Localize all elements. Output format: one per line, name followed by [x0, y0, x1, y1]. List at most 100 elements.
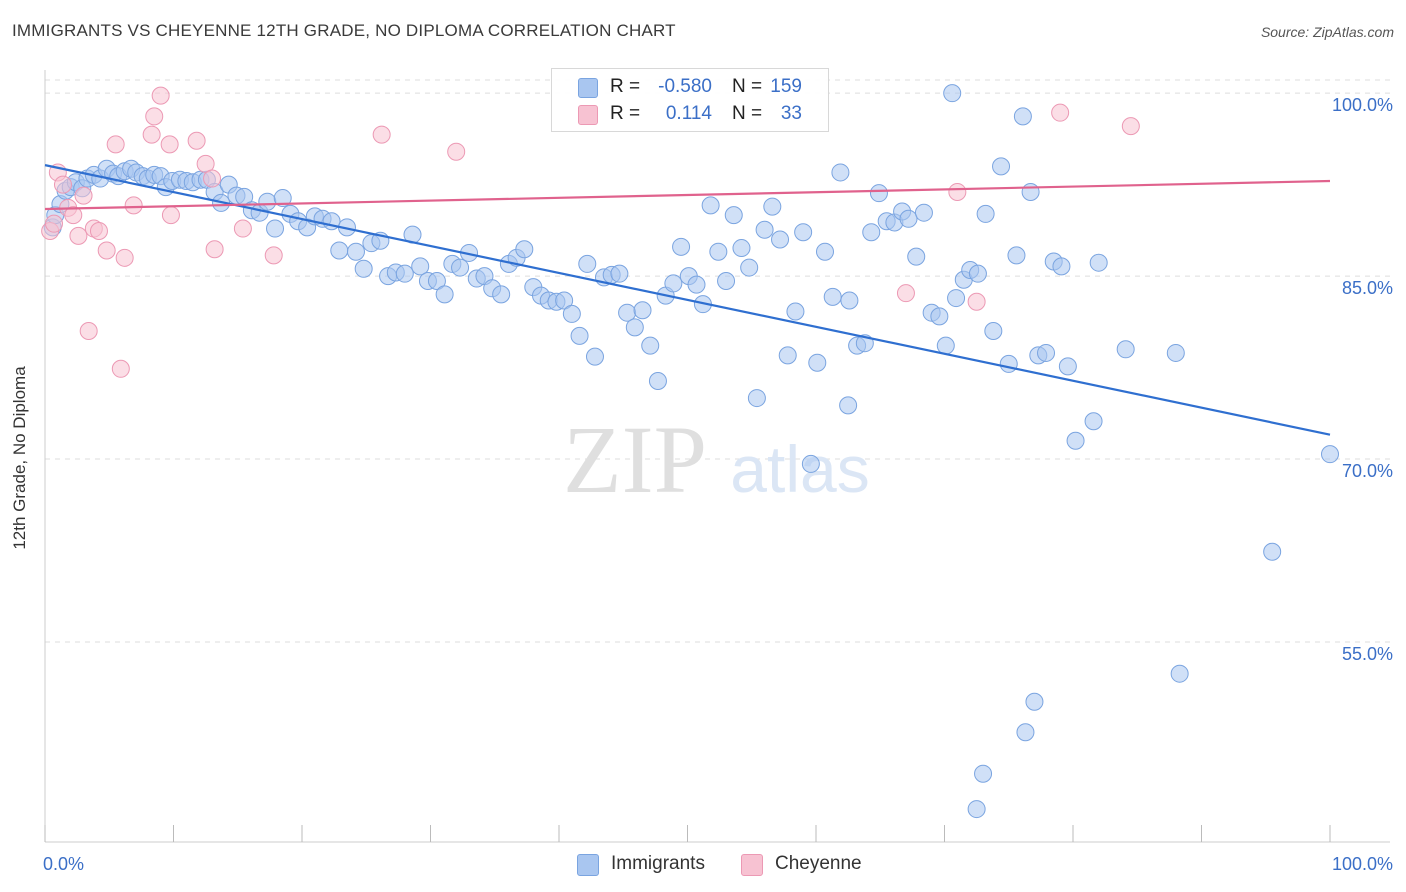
r-label: R =: [610, 76, 641, 97]
cheyenne-point: [106, 135, 125, 154]
immigrants-point: [395, 264, 414, 283]
immigrants-point: [823, 287, 842, 306]
legend-label: Immigrants: [611, 853, 705, 874]
immigrants-point: [763, 197, 782, 216]
cheyenne-point: [161, 206, 180, 225]
immigrants-point: [555, 291, 574, 310]
cheyenne-trend-line: [44, 179, 1331, 211]
cheyenne-point: [187, 131, 206, 150]
cheyenne-point: [1051, 103, 1070, 122]
series-legend: Immigrants Cheyenne: [0, 852, 1406, 878]
immigrants-point: [899, 209, 918, 228]
immigrants-point: [451, 258, 470, 277]
y-axis-label: 12th Grade, No Diploma: [10, 366, 29, 550]
immigrants-point: [840, 291, 859, 310]
immigrants-point: [354, 259, 373, 278]
immigrants-point: [701, 196, 720, 215]
cheyenne-point: [111, 359, 130, 378]
immigrants-point: [633, 301, 652, 320]
immigrants-point: [976, 204, 995, 223]
immigrants-point: [740, 258, 759, 277]
immigrants-point: [258, 192, 277, 211]
legend-row-cheyenne: R = 0.114 N = 33: [552, 100, 828, 128]
legend-row-immigrants: R = -0.580 N = 159: [552, 73, 828, 101]
immigrants-point: [585, 347, 604, 366]
immigrants-point: [862, 223, 881, 242]
cheyenne-point: [372, 125, 391, 144]
x-tick-label: 100.0%: [1332, 854, 1393, 874]
cheyenne-point: [69, 226, 88, 245]
immigrants-point: [641, 336, 660, 355]
immigrants-point: [1025, 692, 1044, 711]
y-tick-label: 55.0%: [1342, 644, 1393, 664]
cheyenne-point: [89, 221, 108, 240]
immigrants-point: [411, 257, 430, 276]
immigrants-point: [1007, 246, 1026, 265]
immigrants-point: [1052, 257, 1071, 276]
immigrants-point: [1016, 723, 1035, 742]
immigrants-point: [1021, 182, 1040, 201]
immigrants-point: [570, 326, 589, 345]
cheyenne-point: [44, 214, 63, 233]
immigrants-point: [786, 302, 805, 321]
r-value: 0.114: [665, 103, 712, 124]
cheyenne-point: [160, 135, 179, 154]
immigrants-point: [1170, 664, 1189, 683]
immigrants-point: [330, 241, 349, 260]
immigrants-point: [967, 800, 986, 819]
immigrants-point: [427, 271, 446, 290]
cheyenne-point: [151, 86, 170, 105]
cheyenne-swatch: [578, 105, 598, 125]
immigrants-point: [936, 336, 955, 355]
immigrants-point: [625, 318, 644, 337]
r-label: R =: [610, 103, 641, 124]
immigrants-point: [1013, 107, 1032, 126]
cheyenne-point: [205, 240, 224, 259]
immigrants-point: [984, 321, 1003, 340]
watermark-atlas: atlas: [730, 432, 869, 506]
cheyenne-point: [203, 169, 222, 188]
x-tick-label: 0.0%: [43, 854, 84, 874]
immigrants-point: [648, 371, 667, 390]
immigrants-point: [1263, 542, 1282, 561]
immigrants-point: [435, 285, 454, 304]
cheyenne-point: [896, 284, 915, 303]
chart-title: IMMIGRANTS VS CHEYENNE 12TH GRADE, NO DI…: [12, 21, 676, 40]
immigrants-point: [747, 389, 766, 408]
cheyenne-point: [53, 175, 72, 194]
immigrants-point: [664, 274, 683, 293]
n-value: 159: [770, 76, 802, 97]
immigrants-point: [1166, 343, 1185, 362]
cheyenne-point: [233, 219, 252, 238]
immigrants-swatch: [578, 78, 598, 98]
immigrants-point: [709, 242, 728, 261]
immigrants-point: [1084, 412, 1103, 431]
cheyenne-point: [124, 196, 143, 215]
cheyenne-points: [41, 86, 1140, 378]
immigrants-point: [999, 354, 1018, 373]
immigrants-point: [930, 307, 949, 326]
immigrants-point: [907, 247, 926, 266]
cheyenne-point: [447, 142, 466, 161]
immigrants-point: [266, 219, 285, 238]
immigrants-point: [808, 353, 827, 372]
immigrants-point: [1058, 357, 1077, 376]
immigrants-point: [755, 220, 774, 239]
cheyenne-swatch: [741, 854, 763, 876]
immigrants-point: [914, 203, 933, 222]
stats-legend: R = -0.580 N = 159 R = 0.114 N = 33: [551, 68, 829, 132]
cheyenne-point: [145, 107, 164, 126]
legend-label: Cheyenne: [775, 853, 862, 874]
immigrants-point: [869, 184, 888, 203]
cheyenne-point: [948, 182, 967, 201]
tick-labels: 55.0% 70.0% 85.0% 100.0% 0.0% 100.0%: [43, 95, 1393, 874]
cheyenne-point: [74, 186, 93, 205]
immigrants-point: [815, 242, 834, 261]
immigrants-point: [974, 764, 993, 783]
y-tick-label: 100.0%: [1332, 95, 1393, 115]
immigrants-point: [1321, 445, 1339, 464]
immigrants-point: [610, 264, 629, 283]
immigrants-point: [794, 223, 813, 242]
immigrants-point: [717, 271, 736, 290]
immigrants-point: [672, 237, 691, 256]
